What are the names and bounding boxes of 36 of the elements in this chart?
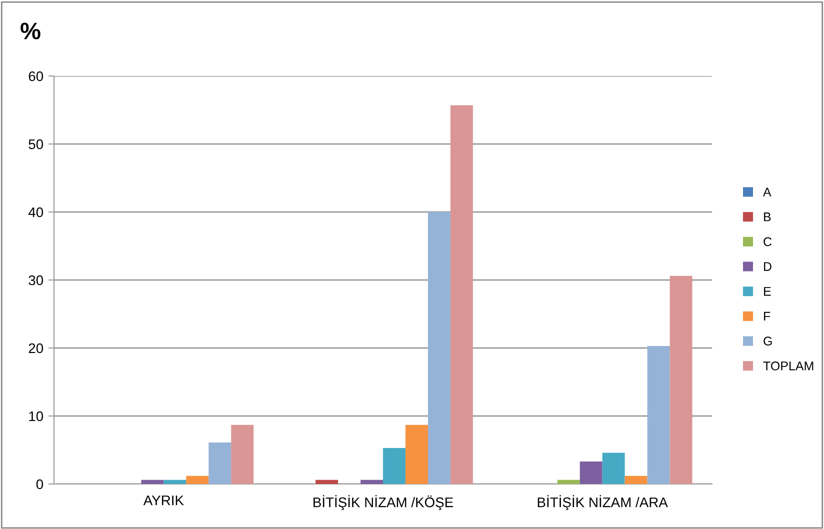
y-tick-label: 40 [28,207,44,218]
x-tick-label: AYRIK [143,496,184,506]
y-tick-label: 20 [28,343,44,354]
bar [360,480,383,484]
bar [231,424,254,484]
legend-label: G [764,336,772,346]
bar [624,476,648,484]
bar [602,452,625,484]
bar [450,105,473,484]
legend-label: A [763,188,772,196]
legend-label: TOPLAM [763,361,814,370]
bar [428,212,450,484]
bar [405,424,428,484]
legend-label: C [764,237,772,246]
y-axis-title: % [20,22,40,40]
bar [557,480,580,484]
x-tick-label: BİTİŞİK NİZAM /KÖŞE [314,495,454,510]
bar [670,276,692,484]
y-tick-label: 30 [28,275,44,286]
y-tick-label: 10 [29,411,44,422]
legend-label: B [764,212,771,222]
legend-label: F [764,312,770,321]
bar [316,480,338,484]
bar [164,480,186,484]
legend-label: D [764,262,772,271]
bar [186,476,209,484]
bar [580,462,602,484]
y-tick-label: 0 [36,479,44,490]
x-tick-label: BİTİŞİK NİZAM /ARA [538,495,668,510]
bar [383,448,406,484]
legend-label: E [764,287,771,296]
y-tick-label: 50 [28,139,44,150]
y-tick-label: 60 [28,71,44,82]
bar [208,442,232,484]
bar [141,480,164,484]
bar [647,346,670,484]
